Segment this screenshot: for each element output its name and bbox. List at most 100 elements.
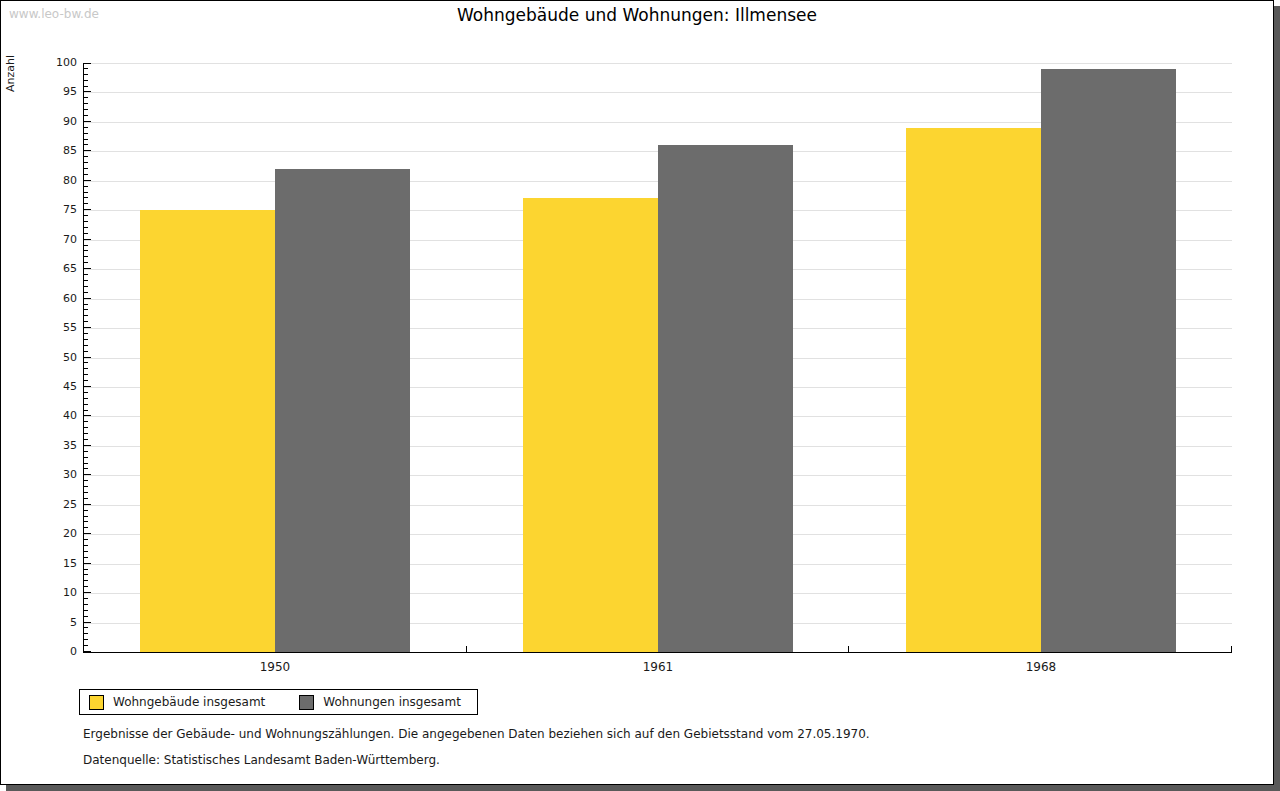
bar-1961-series-0: [523, 198, 658, 652]
y-minor-tick: [84, 351, 88, 352]
y-minor-tick: [84, 203, 88, 204]
x-boundary-tick: [466, 646, 467, 652]
y-tick-label: 45: [1, 380, 77, 393]
y-major-tick: [84, 533, 91, 534]
legend: Wohngebäude insgesamt Wohnungen insgesamt: [79, 689, 478, 715]
y-minor-tick: [84, 545, 88, 546]
bar-1950-series-0: [140, 210, 275, 652]
y-minor-tick: [84, 321, 88, 322]
y-minor-tick: [84, 221, 88, 222]
y-minor-tick: [84, 362, 88, 363]
y-minor-tick: [84, 404, 88, 405]
y-tick-label: 70: [1, 233, 77, 246]
y-minor-tick: [84, 309, 88, 310]
legend-item-0: Wohngebäude insgesamt: [89, 695, 265, 710]
y-minor-tick: [84, 586, 88, 587]
y-tick-label: 60: [1, 292, 77, 305]
y-major-tick: [84, 474, 91, 475]
y-minor-tick: [84, 245, 88, 246]
y-minor-tick: [84, 139, 88, 140]
y-minor-tick: [84, 115, 88, 116]
footer-note: Ergebnisse der Gebäude- und Wohnungszähl…: [83, 727, 870, 741]
legend-item-1: Wohnungen insgesamt: [299, 695, 461, 710]
y-major-tick: [84, 298, 91, 299]
y-tick-label: 65: [1, 262, 77, 275]
y-minor-tick: [84, 197, 88, 198]
y-minor-tick: [84, 192, 88, 193]
y-tick-label: 25: [1, 498, 77, 511]
y-minor-tick: [84, 292, 88, 293]
y-minor-tick: [84, 539, 88, 540]
y-minor-tick: [84, 215, 88, 216]
chart-title: Wohngebäude und Wohnungen: Illmensee: [1, 5, 1273, 25]
y-minor-tick: [84, 103, 88, 104]
y-minor-tick: [84, 280, 88, 281]
y-minor-tick: [84, 304, 88, 305]
y-minor-tick: [84, 227, 88, 228]
y-minor-tick: [84, 498, 88, 499]
y-minor-tick: [84, 256, 88, 257]
y-major-tick: [84, 357, 91, 358]
y-minor-tick: [84, 133, 88, 134]
bar-1968-series-0: [906, 128, 1041, 652]
y-major-tick: [84, 121, 91, 122]
y-major-tick: [84, 180, 91, 181]
y-minor-tick: [84, 74, 88, 75]
y-tick-label: 85: [1, 144, 77, 157]
y-tick-label: 80: [1, 174, 77, 187]
y-major-tick: [84, 445, 91, 446]
y-major-tick: [84, 63, 91, 64]
x-category-label: 1961: [618, 660, 698, 674]
y-minor-tick: [84, 627, 88, 628]
legend-swatch-icon: [89, 695, 104, 710]
y-major-tick: [84, 91, 91, 92]
y-minor-tick: [84, 521, 88, 522]
y-minor-tick: [84, 339, 88, 340]
y-minor-tick: [84, 486, 88, 487]
y-minor-tick: [84, 410, 88, 411]
y-major-tick: [84, 592, 91, 593]
y-minor-tick: [84, 433, 88, 434]
y-major-tick: [84, 239, 91, 240]
x-category-label: 1968: [1001, 660, 1081, 674]
y-minor-tick: [84, 398, 88, 399]
y-tick-label: 5: [1, 616, 77, 629]
y-minor-tick: [84, 233, 88, 234]
y-minor-tick: [84, 492, 88, 493]
y-major-tick: [84, 622, 91, 623]
y-minor-tick: [84, 451, 88, 452]
y-minor-tick: [84, 392, 88, 393]
legend-label: Wohnungen insgesamt: [323, 695, 461, 709]
y-minor-tick: [84, 262, 88, 263]
y-minor-tick: [84, 174, 88, 175]
y-minor-tick: [84, 156, 88, 157]
y-minor-tick: [84, 345, 88, 346]
gridline: [84, 63, 1232, 64]
y-minor-tick: [84, 168, 88, 169]
y-minor-tick: [84, 480, 88, 481]
legend-label: Wohngebäude insgesamt: [113, 695, 265, 709]
y-minor-tick: [84, 144, 88, 145]
y-minor-tick: [84, 580, 88, 581]
y-minor-tick: [84, 162, 88, 163]
y-tick-label: 30: [1, 468, 77, 481]
x-category-label: 1950: [235, 660, 315, 674]
y-tick-label: 35: [1, 439, 77, 452]
y-minor-tick: [84, 186, 88, 187]
y-minor-tick: [84, 639, 88, 640]
y-major-tick: [84, 563, 91, 564]
y-minor-tick: [84, 109, 88, 110]
legend-swatch-icon: [299, 695, 314, 710]
y-minor-tick: [84, 333, 88, 334]
y-minor-tick: [84, 468, 88, 469]
y-tick-label: 95: [1, 85, 77, 98]
y-minor-tick: [84, 80, 88, 81]
y-minor-tick: [84, 68, 88, 69]
y-minor-tick: [84, 274, 88, 275]
y-major-tick: [84, 386, 91, 387]
y-minor-tick: [84, 604, 88, 605]
y-minor-tick: [84, 463, 88, 464]
y-minor-tick: [84, 557, 88, 558]
y-minor-tick: [84, 610, 88, 611]
y-major-tick: [84, 268, 91, 269]
